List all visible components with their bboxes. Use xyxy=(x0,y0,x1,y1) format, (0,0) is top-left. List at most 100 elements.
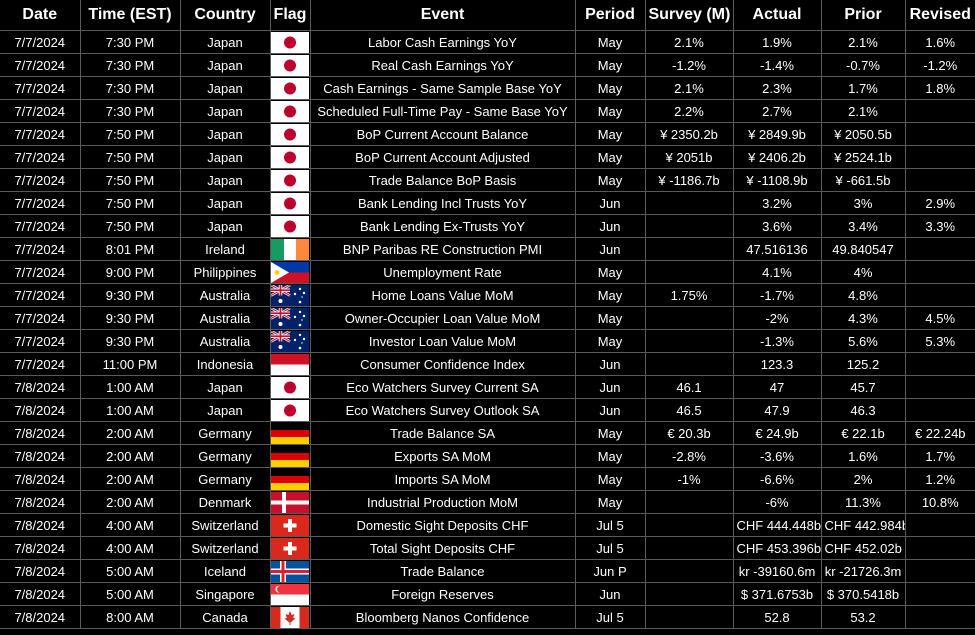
country-cell: Japan xyxy=(179,122,271,146)
column-header-time: Time (EST) xyxy=(79,0,181,31)
flag-cell xyxy=(269,352,311,376)
time-cell: 7:50 PM xyxy=(79,145,181,169)
prior-cell: 45.7 xyxy=(820,375,906,399)
survey-cell xyxy=(644,352,734,376)
actual-cell: -1.3% xyxy=(732,329,822,353)
japan-flag-icon xyxy=(271,399,309,421)
revised-cell xyxy=(904,536,975,560)
prior-cell: 2% xyxy=(820,467,906,491)
date-cell: 7/7/2024 xyxy=(0,145,81,169)
table-row: 7/7/2024 7:50 PM Japan Trade Balance BoP Ba… xyxy=(0,168,975,192)
time-cell: 4:00 AM xyxy=(79,536,181,560)
table-row: 7/7/2024 7:30 PM Japan Real Cash Earnings Y… xyxy=(0,53,975,77)
period-cell: May xyxy=(574,421,646,445)
actual-cell: ¥ -1108.9b xyxy=(732,168,822,192)
time-cell: 7:50 PM xyxy=(79,122,181,146)
japan-flag-icon xyxy=(271,31,309,53)
country-cell: Switzerland xyxy=(179,536,271,560)
date-cell: 7/7/2024 xyxy=(0,306,81,330)
date-cell: 7/8/2024 xyxy=(0,490,81,514)
actual-cell: 52.8 xyxy=(732,605,822,629)
event-cell: BoP Current Account Balance xyxy=(309,122,576,146)
period-cell: Jul 5 xyxy=(574,605,646,629)
event-cell: Unemployment Rate xyxy=(309,260,576,284)
table-row: 7/8/2024 4:00 AM Switzerland Total Sight De… xyxy=(0,536,975,560)
event-cell: Trade Balance SA xyxy=(309,421,576,445)
flag-cell xyxy=(269,605,311,629)
table-row: 7/7/2024 11:00 PM Indonesia Consumer Confid… xyxy=(0,352,975,376)
country-cell: Japan xyxy=(179,30,271,54)
japan-flag-icon xyxy=(271,169,309,191)
country-cell: Germany xyxy=(179,467,271,491)
flag-cell xyxy=(269,490,311,514)
date-cell: 7/7/2024 xyxy=(0,122,81,146)
actual-cell: CHF 453.396b xyxy=(732,536,822,560)
actual-cell: 4.1% xyxy=(732,260,822,284)
time-cell: 7:30 PM xyxy=(79,76,181,100)
actual-cell: CHF 444.448b xyxy=(732,513,822,537)
revised-cell: 1.2% xyxy=(904,467,975,491)
event-cell: Bank Lending Ex-Trusts YoY xyxy=(309,214,576,238)
date-cell: 7/8/2024 xyxy=(0,605,81,629)
period-cell: Jun xyxy=(574,237,646,261)
event-cell: Bank Lending Incl Trusts YoY xyxy=(309,191,576,215)
survey-cell xyxy=(644,513,734,537)
prior-cell: kr -21726.3m xyxy=(820,559,906,583)
time-cell: 2:00 AM xyxy=(79,444,181,468)
actual-cell: 47 xyxy=(732,375,822,399)
date-cell: 7/7/2024 xyxy=(0,260,81,284)
denmark-flag-icon xyxy=(271,491,309,513)
flag-cell xyxy=(269,122,311,146)
period-cell: May xyxy=(574,329,646,353)
prior-cell: 5.6% xyxy=(820,329,906,353)
australia-flag-icon xyxy=(271,307,309,329)
table-row: 7/8/2024 8:00 AM Canada Bloomberg Nanos Con… xyxy=(0,605,975,629)
japan-flag-icon xyxy=(271,100,309,122)
country-cell: Canada xyxy=(179,605,271,629)
flag-cell xyxy=(269,237,311,261)
philippines-flag-icon xyxy=(271,261,309,283)
switzerland-flag-icon xyxy=(271,514,309,536)
date-cell: 7/7/2024 xyxy=(0,283,81,307)
column-header-country: Country xyxy=(179,0,271,31)
country-cell: Japan xyxy=(179,214,271,238)
column-header-revised: Revised xyxy=(904,0,975,31)
survey-cell: 46.1 xyxy=(644,375,734,399)
event-cell: BNP Paribas RE Construction PMI xyxy=(309,237,576,261)
period-cell: Jun xyxy=(574,375,646,399)
period-cell: May xyxy=(574,444,646,468)
time-cell: 7:50 PM xyxy=(79,168,181,192)
event-cell: Investor Loan Value MoM xyxy=(309,329,576,353)
revised-cell xyxy=(904,582,975,606)
revised-cell xyxy=(904,375,975,399)
column-header-actual: Actual xyxy=(732,0,822,31)
time-cell: 7:50 PM xyxy=(79,191,181,215)
table-row: 7/8/2024 1:00 AM Japan Eco Watchers Survey … xyxy=(0,398,975,422)
japan-flag-icon xyxy=(271,376,309,398)
survey-cell: ¥ 2350.2b xyxy=(644,122,734,146)
survey-cell: 2.1% xyxy=(644,30,734,54)
japan-flag-icon xyxy=(271,146,309,168)
country-cell: Switzerland xyxy=(179,513,271,537)
table-row: 7/8/2024 2:00 AM Germany Exports SA MoM May -… xyxy=(0,444,975,468)
actual-cell: 2.7% xyxy=(732,99,822,123)
column-header-flag: Flag xyxy=(269,0,311,31)
event-cell: Domestic Sight Deposits CHF xyxy=(309,513,576,537)
event-cell: Eco Watchers Survey Current SA xyxy=(309,375,576,399)
country-cell: Japan xyxy=(179,76,271,100)
switzerland-flag-icon xyxy=(271,537,309,559)
survey-cell: ¥ -1186.7b xyxy=(644,168,734,192)
survey-cell: -1% xyxy=(644,467,734,491)
flag-cell xyxy=(269,283,311,307)
actual-cell: 47.516136 xyxy=(732,237,822,261)
date-cell: 7/8/2024 xyxy=(0,375,81,399)
table-row: 7/7/2024 9:30 PM Australia Home Loans Value… xyxy=(0,283,975,307)
time-cell: 1:00 AM xyxy=(79,375,181,399)
prior-cell: ¥ -661.5b xyxy=(820,168,906,192)
flag-cell xyxy=(269,53,311,77)
flag-cell xyxy=(269,214,311,238)
time-cell: 8:00 AM xyxy=(79,605,181,629)
time-cell: 9:30 PM xyxy=(79,329,181,353)
table-row: 7/8/2024 5:00 AM Singapore Foreign Reserves… xyxy=(0,582,975,606)
